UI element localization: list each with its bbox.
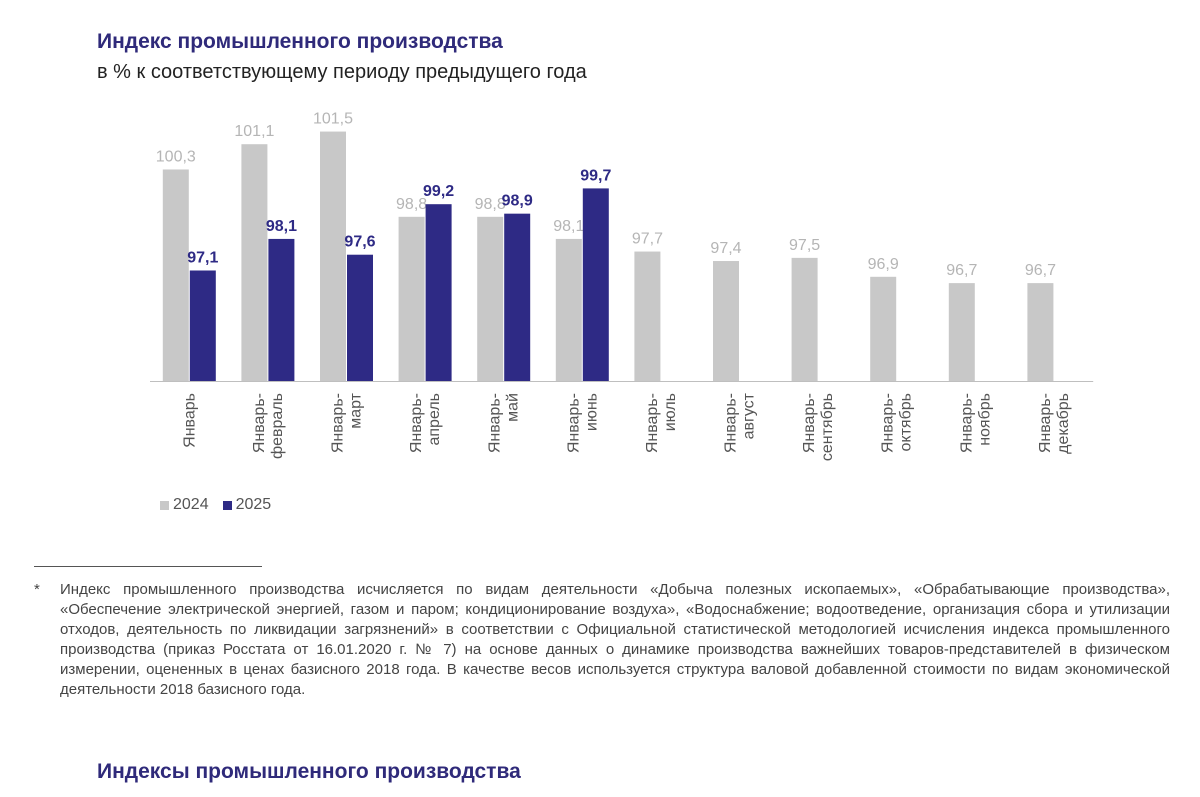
bar-2025-3 — [347, 254, 373, 381]
category-label-1: Январь — [181, 393, 198, 448]
category-label-7: Январь-июль — [644, 393, 679, 453]
legend-label-2025: 2025 — [235, 496, 272, 513]
category-label-line: Январь- — [408, 393, 425, 453]
data-label-2025-6: 99,7 — [580, 167, 611, 184]
bar-2024-6 — [555, 238, 582, 381]
data-label-2024-3: 101,5 — [313, 111, 353, 128]
category-label-12: Январь-декабрь — [1037, 393, 1072, 454]
legend-swatch-2025 — [222, 500, 232, 510]
data-label-2024-5: 98,8 — [475, 196, 506, 213]
data-label-2025-4: 99,2 — [423, 183, 454, 200]
category-label-4: Январь-апрель — [408, 393, 443, 453]
category-label-line: ноябрь — [976, 393, 993, 446]
category-label-line: декабрь — [1055, 393, 1072, 454]
category-label-line: Январь- — [565, 393, 582, 453]
legend-swatch-2024 — [160, 500, 169, 510]
category-label-line: июнь — [583, 393, 600, 431]
bar-2024-11 — [948, 283, 975, 381]
bar-chart: 100,3 97,1 Январь 101,1 98,1 Январь-февраль 10… — [150, 111, 1094, 461]
bar-2024-3 — [320, 131, 346, 381]
category-label-line: март — [348, 392, 365, 428]
chart-legend: 2024 2025 — [160, 496, 271, 514]
chart-title: Индекс промышленного производства — [97, 30, 503, 53]
data-label-2024-12: 96,7 — [1025, 262, 1056, 279]
data-label-2024-11: 96,7 — [946, 262, 977, 279]
category-label-3: Январь-март — [330, 392, 365, 453]
legend-label-2024: 2024 — [173, 496, 209, 513]
category-label-10: Январь-октябрь — [880, 393, 915, 453]
bar-2024-1 — [162, 169, 189, 381]
bar-2024-7 — [634, 251, 661, 381]
category-label-line: июль — [662, 393, 679, 431]
category-label-line: май — [505, 393, 522, 422]
data-label-2024-8: 97,4 — [710, 240, 741, 257]
category-label-line: октябрь — [898, 393, 915, 451]
bar-2025-2 — [268, 238, 295, 381]
category-label-line: Январь- — [1037, 393, 1054, 453]
category-label-line: Январь- — [330, 393, 347, 453]
footnote-marker: * — [34, 581, 40, 598]
bar-2024-8 — [713, 261, 739, 381]
category-label-line: Январь — [181, 393, 198, 448]
data-label-2025-1: 97,1 — [187, 249, 218, 266]
category-label-line: февраль — [269, 393, 286, 459]
category-label-line: Январь- — [958, 393, 975, 453]
footnote: * Индекс промышленного производства исчи… — [34, 580, 1170, 700]
footnote-separator — [34, 566, 262, 567]
category-label-6: Январь-июнь — [565, 393, 600, 453]
category-label-line: апрель — [426, 393, 443, 446]
chart-subtitle: в % к соответствующему периоду предыдуще… — [97, 61, 587, 83]
category-label-line: Январь- — [487, 393, 504, 453]
bar-2025-1 — [189, 270, 216, 381]
bar-2025-4 — [425, 204, 452, 381]
section-heading: Индексы промышленного производства — [97, 760, 521, 783]
bar-2024-2 — [241, 144, 268, 381]
data-label-2024-9: 97,5 — [789, 237, 820, 254]
bar-2024-12 — [1027, 283, 1054, 381]
category-label-line: Январь- — [723, 393, 740, 453]
category-label-line: сентябрь — [819, 393, 836, 461]
category-label-8: Январь-август — [723, 392, 758, 453]
bar-2024-4 — [398, 216, 425, 381]
bar-2025-6 — [582, 188, 609, 381]
data-label-2025-2: 98,1 — [266, 218, 297, 235]
category-label-9: Январь-сентябрь — [801, 393, 836, 461]
data-label-2024-2: 101,1 — [234, 123, 274, 140]
data-label-2024-7: 97,7 — [632, 231, 663, 248]
bar-2024-5 — [477, 216, 504, 381]
category-label-line: Январь- — [880, 393, 897, 453]
footnote-text: Индекс промышленного производства исчисл… — [60, 581, 1170, 698]
data-label-2025-5: 98,9 — [502, 193, 533, 210]
data-label-2024-10: 96,9 — [868, 256, 899, 273]
legend-item-2025: 2025 — [222, 496, 272, 514]
data-label-2024-6: 98,1 — [553, 218, 584, 235]
bar-2024-10 — [870, 276, 897, 381]
bar-2025-5 — [504, 213, 531, 381]
category-label-line: Январь- — [251, 393, 268, 453]
legend-item-2024: 2024 — [160, 496, 209, 514]
data-label-2025-3: 97,6 — [344, 234, 375, 251]
data-label-2024-4: 98,8 — [396, 196, 427, 213]
category-label-5: Январь-май — [487, 393, 522, 453]
category-label-11: Январь-ноябрь — [958, 393, 993, 453]
category-label-2: Январь-февраль — [251, 393, 286, 459]
bar-2024-9 — [791, 257, 818, 381]
data-label-2024-1: 100,3 — [156, 148, 196, 165]
category-label-line: Январь- — [644, 393, 661, 453]
category-label-line: август — [741, 392, 758, 439]
category-label-line: Январь- — [801, 393, 818, 453]
